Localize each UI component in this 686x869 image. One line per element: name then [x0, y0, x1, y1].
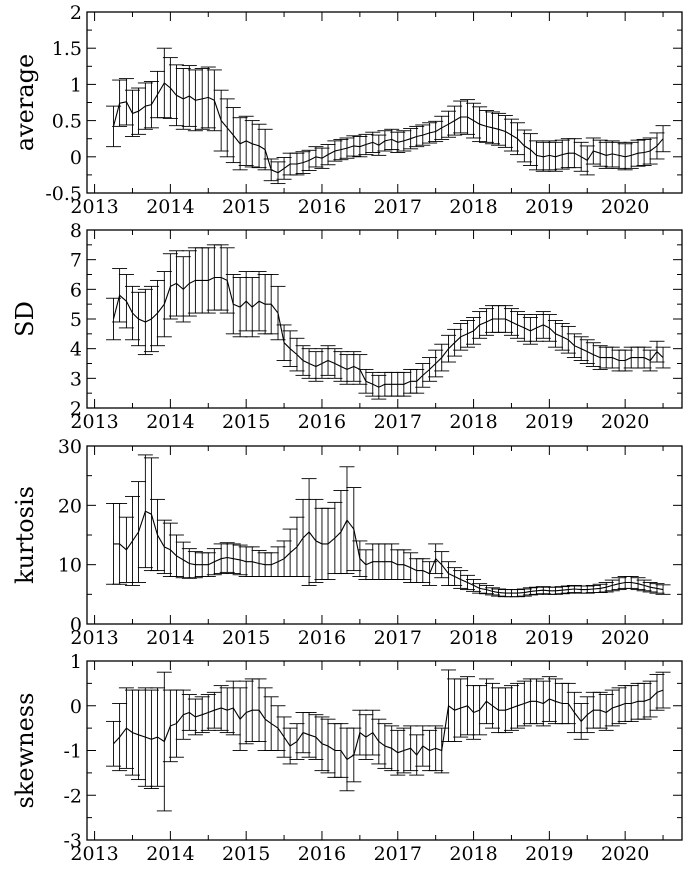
- y-axis-label: average: [11, 54, 39, 151]
- x-tick-label: 2019: [525, 843, 573, 865]
- x-tick-label: 2013: [70, 843, 118, 865]
- y-axis-label: kurtosis: [11, 486, 39, 584]
- x-tick-label: 2014: [146, 411, 194, 433]
- series-line: [113, 689, 664, 761]
- x-tick-label: 2013: [70, 627, 118, 649]
- y-tick-label: 0: [70, 614, 82, 636]
- y-tick-label: 5: [70, 309, 82, 331]
- x-tick-label: 2017: [374, 627, 422, 649]
- x-tick-label: 2016: [298, 196, 346, 218]
- y-tick-label: -1: [63, 741, 82, 763]
- y-tick-label: -2: [63, 785, 82, 807]
- x-tick-label: 2020: [601, 843, 649, 865]
- x-tick-label: 2015: [222, 196, 270, 218]
- y-tick-label: 6: [70, 279, 82, 301]
- series-line: [112, 276, 664, 388]
- y-tick-label: 1: [70, 651, 82, 673]
- y-tick-label: 30: [58, 436, 82, 458]
- x-tick-label: 2018: [449, 843, 497, 865]
- x-tick-label: 2017: [374, 843, 422, 865]
- y-tick-label: 7: [70, 250, 82, 272]
- x-tick-label: 2014: [146, 627, 194, 649]
- y-tick-label: -0.5: [45, 183, 82, 205]
- panel-SD: 2013 2014 2015 2016 2017 2018 2019 2020 2 3 4 5 6 7 8 S…: [11, 220, 683, 433]
- y-tick-label: 8: [70, 220, 82, 242]
- x-tick-label: 2018: [449, 411, 497, 433]
- x-tick-label: 2015: [222, 627, 270, 649]
- y-tick-label: 10: [58, 555, 82, 577]
- y-tick-label: 20: [58, 495, 82, 517]
- y-tick-label: 0: [70, 696, 82, 718]
- x-tick-label: 2020: [601, 411, 649, 433]
- panel-average: 2013 2014 2015 2016 2017 2018 2019 2020 -0.5 0 0.5…: [11, 2, 683, 218]
- y-tick-label: 3: [70, 368, 82, 390]
- panel-kurtosis: 2013 2014 2015 2016 2017 2018 2019 2020 0 10 20 30 k…: [11, 436, 683, 649]
- y-axis-label: skewness: [11, 693, 39, 809]
- y-tick-label: -3: [63, 830, 82, 852]
- x-tick-label: 2018: [449, 196, 497, 218]
- y-tick-label: 4: [70, 339, 82, 361]
- y-tick-label: 0.5: [52, 111, 82, 133]
- y-tick-label: 2: [70, 398, 82, 420]
- series-line: [112, 82, 664, 174]
- panel-skewness: 2013 2014 2015 2016 2017 2018 2019 2020 -3 -2 -1 0 1…: [11, 651, 683, 865]
- x-tick-label: 2019: [525, 411, 573, 433]
- x-tick-label: 2017: [374, 196, 422, 218]
- x-tick-label: 2013: [70, 196, 118, 218]
- x-tick-label: 2016: [298, 627, 346, 649]
- x-tick-label: 2016: [298, 411, 346, 433]
- x-tick-label: 2018: [449, 627, 497, 649]
- x-tick-label: 2019: [525, 196, 573, 218]
- x-tick-label: 2013: [70, 411, 118, 433]
- x-tick-label: 2015: [222, 411, 270, 433]
- y-tick-label: 0: [70, 147, 82, 169]
- x-tick-label: 2015: [222, 843, 270, 865]
- x-tick-label: 2017: [374, 411, 422, 433]
- y-tick-label: 2: [70, 2, 82, 24]
- x-tick-label: 2014: [146, 196, 194, 218]
- x-tick-label: 2020: [601, 627, 649, 649]
- x-tick-label: 2016: [298, 843, 346, 865]
- y-axis-label: SD: [11, 301, 39, 337]
- y-tick-label: 1: [70, 74, 82, 96]
- series-line: [113, 510, 664, 594]
- x-tick-label: 2020: [601, 196, 649, 218]
- x-tick-label: 2014: [146, 843, 194, 865]
- y-tick-label: 1.5: [52, 38, 82, 60]
- x-tick-label: 2019: [525, 627, 573, 649]
